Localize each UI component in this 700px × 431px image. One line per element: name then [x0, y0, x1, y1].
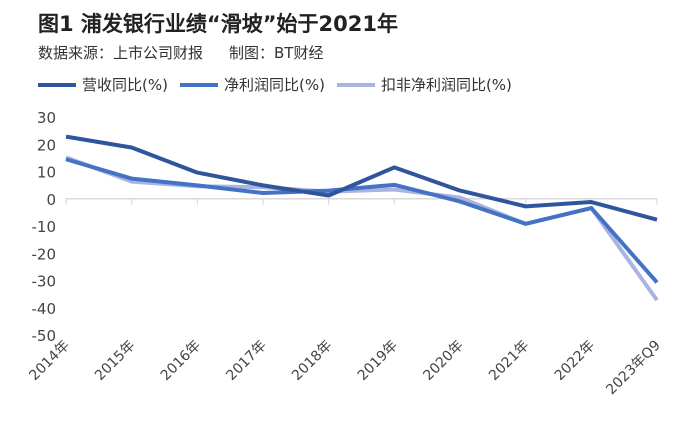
credit: 制图：BT财经	[229, 44, 324, 62]
x-tick-label: 2019年	[355, 338, 401, 384]
x-tick-label: 2017年	[223, 338, 269, 384]
legend: 营收同比(%) 净利润同比(%) 扣非净利润同比(%)	[38, 74, 512, 95]
y-tick-label: -10	[32, 218, 57, 236]
x-tick-label: 2021年	[486, 338, 532, 384]
x-tick-label: 2018年	[289, 338, 335, 384]
y-tick-label: 0	[46, 191, 56, 209]
source-line: 数据来源：上市公司财报 制图：BT财经	[38, 42, 349, 63]
legend-swatch	[179, 82, 218, 87]
x-tick-label: 2020年	[420, 338, 466, 384]
y-tick-label: 10	[37, 164, 56, 182]
legend-item-deducted-profit: 扣非净利润同比(%)	[336, 74, 512, 95]
y-tick-label: -20	[32, 245, 57, 263]
x-tick-label: 2015年	[92, 338, 138, 384]
legend-label: 净利润同比(%)	[223, 76, 325, 94]
legend-swatch	[38, 82, 76, 87]
y-tick-label: 20	[37, 136, 56, 154]
x-tick-label: 2023年Q9	[603, 338, 664, 399]
data-source: 数据来源：上市公司财报	[38, 44, 204, 62]
x-tick-label: 2022年	[552, 338, 598, 384]
series-line-1	[65, 157, 659, 284]
series-line-2	[65, 155, 659, 302]
x-tick-label: 2016年	[158, 338, 204, 384]
legend-label: 扣非净利润同比(%)	[380, 76, 512, 94]
y-tick-label: -30	[32, 273, 57, 291]
legend-item-net-profit: 净利润同比(%)	[179, 74, 325, 95]
y-tick-label: -40	[32, 300, 57, 318]
legend-swatch	[336, 82, 375, 87]
series-line-0	[65, 134, 658, 222]
y-tick-label: 30	[37, 109, 56, 127]
chart-title: 图1 浦发银行业绩“滑坡”始于2021年	[38, 12, 398, 36]
y-tick-label: -50	[32, 327, 57, 345]
legend-item-revenue: 营收同比(%)	[38, 74, 168, 95]
legend-label: 营收同比(%)	[82, 76, 168, 94]
